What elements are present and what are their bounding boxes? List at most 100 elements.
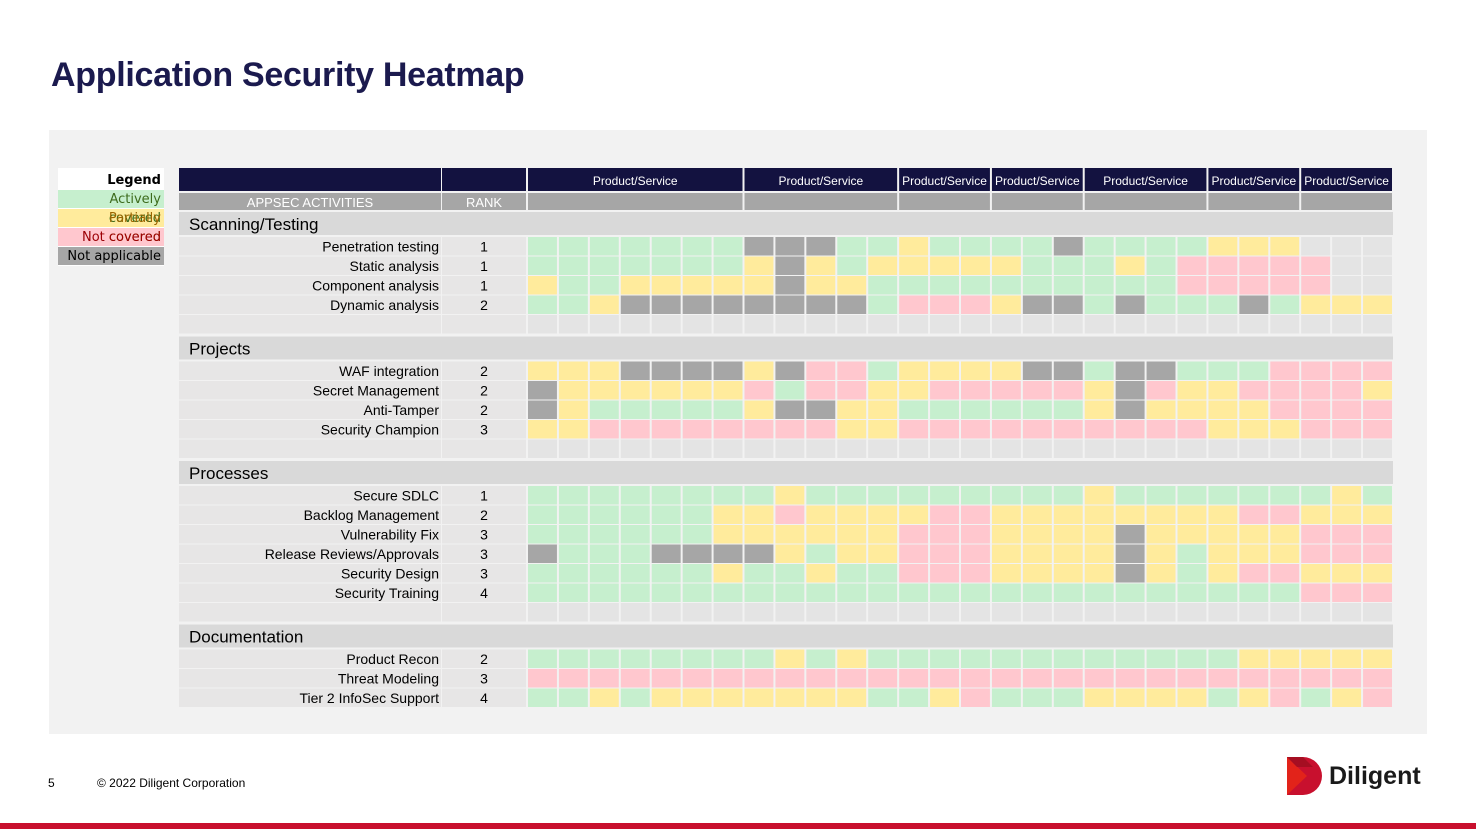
heat-cell bbox=[744, 361, 774, 380]
rank-cell bbox=[442, 237, 526, 256]
activity-cell bbox=[179, 486, 441, 505]
heat-cell bbox=[899, 544, 929, 563]
heat-cell bbox=[899, 649, 929, 668]
spacer-cell bbox=[775, 315, 805, 334]
heat-cell bbox=[991, 688, 1021, 707]
heat-cell bbox=[744, 544, 774, 563]
heat-cell bbox=[1239, 525, 1269, 544]
header-rank-blank bbox=[442, 168, 526, 191]
section-header bbox=[179, 336, 1393, 360]
heat-cell bbox=[651, 381, 681, 400]
heat-cell bbox=[868, 688, 898, 707]
heat-cell bbox=[1239, 564, 1269, 583]
heat-cell bbox=[1177, 361, 1207, 380]
activity-cell bbox=[179, 525, 441, 544]
heat-cell bbox=[713, 361, 743, 380]
heat-cell bbox=[806, 276, 836, 295]
heat-cell bbox=[1239, 381, 1269, 400]
rank-cell bbox=[442, 381, 526, 400]
activity-label: Secure SDLC bbox=[353, 488, 439, 504]
spacer-cell bbox=[1301, 315, 1331, 334]
legend: Legend Actively covered Partially covere… bbox=[58, 168, 164, 266]
heat-cell bbox=[1146, 381, 1176, 400]
heat-cell bbox=[1270, 381, 1300, 400]
heat-cell bbox=[1208, 649, 1238, 668]
heat-cell bbox=[1022, 505, 1052, 524]
spacer-cell bbox=[930, 315, 959, 334]
heat-cell bbox=[682, 276, 712, 295]
heat-cell bbox=[1115, 420, 1145, 439]
heat-cell bbox=[682, 688, 712, 707]
heat-cell bbox=[1301, 256, 1331, 275]
heat-cell bbox=[620, 583, 650, 602]
heat-cell bbox=[1208, 544, 1238, 563]
heat-cell bbox=[558, 381, 588, 400]
heat-cell bbox=[713, 669, 743, 688]
heat-cell bbox=[961, 256, 990, 275]
heat-cell bbox=[744, 688, 774, 707]
rank-value: 1 bbox=[480, 278, 488, 294]
column-group-label: Product/Service bbox=[1211, 174, 1296, 188]
heat-cell bbox=[775, 544, 805, 563]
heat-cell bbox=[1301, 505, 1331, 524]
heat-cell bbox=[806, 295, 836, 314]
spacer-cell bbox=[1208, 603, 1238, 622]
heat-cell bbox=[961, 400, 990, 419]
heat-cell bbox=[1270, 525, 1300, 544]
heat-cell bbox=[1270, 564, 1300, 583]
activity-label: Security Champion bbox=[321, 422, 439, 438]
heat-cell bbox=[868, 505, 898, 524]
heat-cell bbox=[744, 420, 774, 439]
heat-cell bbox=[528, 237, 557, 256]
heat-cell bbox=[1146, 256, 1176, 275]
heat-cell bbox=[991, 583, 1021, 602]
heat-cell bbox=[1332, 649, 1362, 668]
heat-cell bbox=[837, 688, 867, 707]
heat-cell bbox=[620, 361, 650, 380]
spacer-cell bbox=[1053, 439, 1083, 458]
heat-cell bbox=[1177, 256, 1207, 275]
heat-cell bbox=[930, 420, 959, 439]
heat-cell bbox=[1084, 505, 1114, 524]
heat-cell bbox=[899, 295, 929, 314]
heat-cell bbox=[1270, 237, 1300, 256]
heat-cell bbox=[528, 505, 557, 524]
heat-cell bbox=[713, 544, 743, 563]
heat-cell bbox=[806, 564, 836, 583]
heat-cell bbox=[744, 669, 774, 688]
rank-cell bbox=[442, 295, 526, 314]
heat-cell bbox=[1177, 525, 1207, 544]
heat-cell bbox=[558, 688, 588, 707]
heat-cell bbox=[1053, 381, 1083, 400]
rank-cell bbox=[442, 505, 526, 524]
heat-cell bbox=[930, 688, 959, 707]
heat-cell bbox=[1363, 583, 1392, 602]
column-group-subheader bbox=[1208, 193, 1300, 210]
heat-cell bbox=[991, 669, 1021, 688]
heat-cell bbox=[1115, 361, 1145, 380]
activity-cell bbox=[179, 381, 441, 400]
heat-cell bbox=[682, 669, 712, 688]
heat-cell bbox=[775, 256, 805, 275]
heat-cell bbox=[837, 669, 867, 688]
activity-label: Dynamic analysis bbox=[330, 297, 439, 313]
spacer-cell bbox=[775, 603, 805, 622]
heat-cell bbox=[1208, 237, 1238, 256]
heat-cell bbox=[806, 649, 836, 668]
spacer-cell bbox=[744, 439, 774, 458]
activity-label: Backlog Management bbox=[304, 507, 440, 523]
rank-cell bbox=[442, 583, 526, 602]
spacer-cell bbox=[1239, 315, 1269, 334]
heat-cell bbox=[1146, 237, 1176, 256]
spacer-cell bbox=[806, 439, 836, 458]
heat-cell bbox=[1115, 256, 1145, 275]
heat-cell bbox=[1177, 505, 1207, 524]
heat-cell bbox=[1084, 649, 1114, 668]
rank-value: 3 bbox=[480, 546, 488, 562]
spacer-cell bbox=[1301, 603, 1331, 622]
heat-cell bbox=[1239, 688, 1269, 707]
diligent-logo: Diligent bbox=[1287, 757, 1421, 795]
heat-cell bbox=[1022, 486, 1052, 505]
heat-cell bbox=[682, 486, 712, 505]
heat-cell bbox=[961, 237, 990, 256]
